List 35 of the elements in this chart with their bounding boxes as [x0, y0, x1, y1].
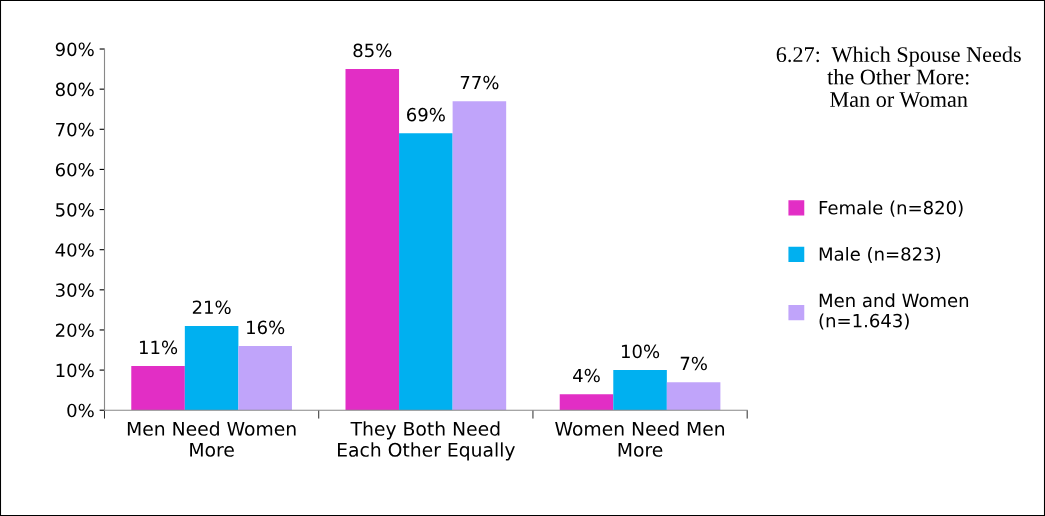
y-tick-label: 30% — [56, 283, 94, 297]
bar — [131, 366, 185, 411]
data-label: 10% — [621, 344, 660, 359]
y-tick-label: 70% — [56, 122, 94, 137]
legend-label: Men and Women (n=1.643) — [819, 293, 969, 330]
data-label: 21% — [192, 300, 231, 315]
bar — [184, 325, 239, 411]
bar — [559, 394, 614, 411]
y-tick-label: 10% — [56, 363, 94, 378]
bar — [452, 101, 507, 411]
x-tick-label: Women Need Men More — [555, 421, 725, 457]
data-label: 7% — [680, 356, 707, 371]
bar — [613, 370, 667, 411]
y-tick-label: 0% — [67, 403, 94, 418]
data-label: 85% — [353, 43, 392, 58]
y-tick-label: 50% — [56, 203, 94, 217]
data-label: 11% — [139, 340, 178, 355]
y-tick-label: 20% — [55, 323, 94, 338]
x-tick-label: Men Need Women More — [127, 421, 296, 457]
bar — [399, 133, 453, 411]
y-tick-label: 80% — [55, 82, 94, 97]
data-label: 77% — [460, 75, 499, 90]
bar — [238, 346, 292, 411]
legend-label: Female (n=820) — [819, 200, 963, 217]
text: 6.27: Which Spouse Needs the Other More: Man or Woman — [776, 46, 1021, 108]
y-tick-label: 90% — [55, 42, 94, 57]
legend-label: Male (n=823) — [819, 246, 941, 263]
y-tick-label: 40% — [55, 243, 94, 257]
bar — [666, 382, 721, 411]
x-tick-label: They Both Need Each Other Equally — [338, 421, 515, 461]
y-tick-label: 60% — [55, 162, 94, 177]
data-label: 69% — [407, 107, 445, 122]
data-label: 16% — [247, 320, 285, 335]
data-label: 4% — [573, 368, 600, 383]
bar — [345, 69, 400, 411]
